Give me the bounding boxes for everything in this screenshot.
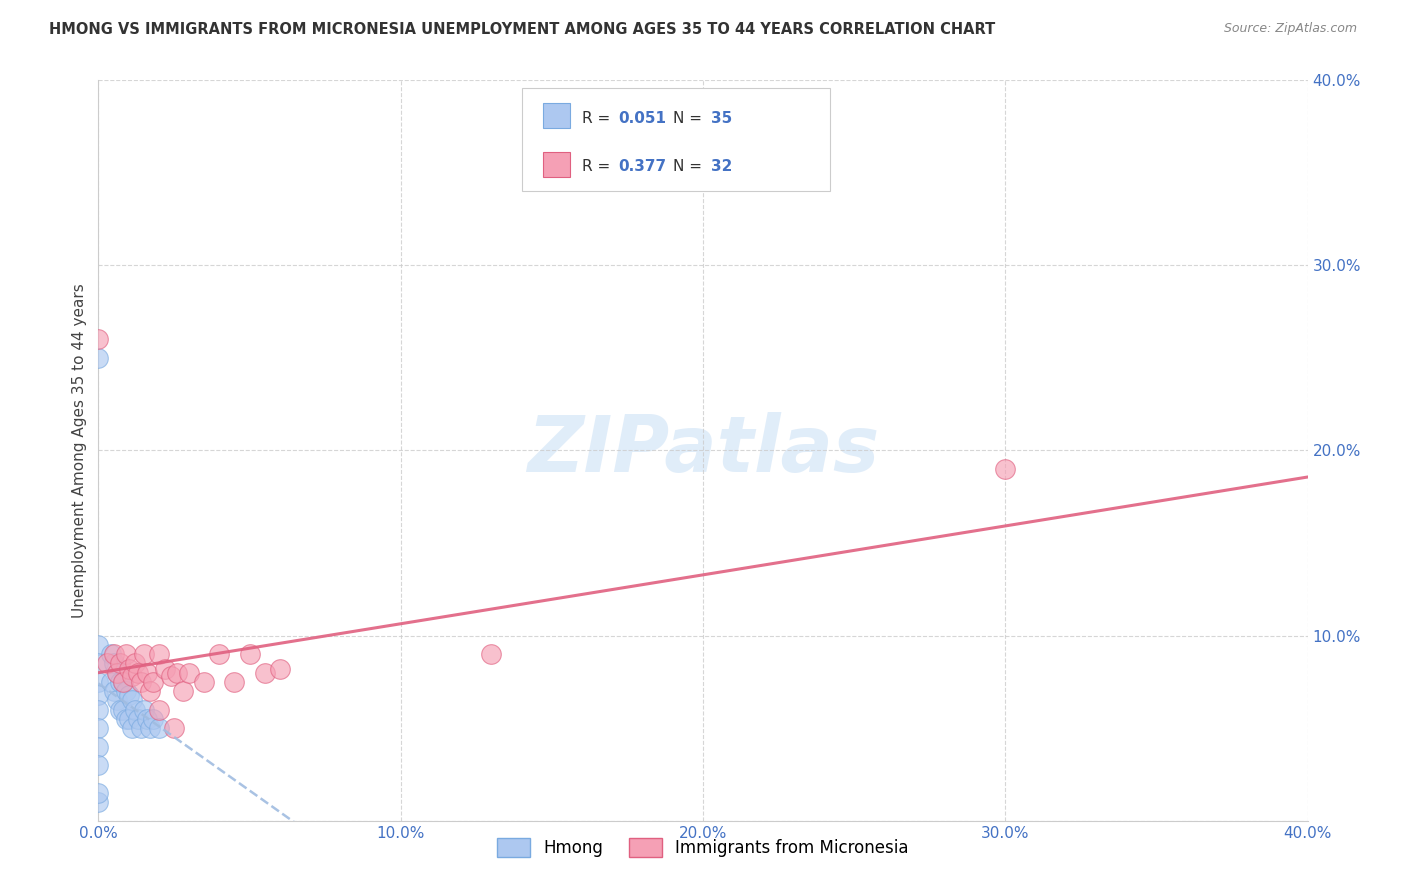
Point — [148, 703, 170, 717]
Point — [269, 662, 291, 676]
Text: 0.377: 0.377 — [619, 160, 666, 175]
Point — [994, 462, 1017, 476]
Point — [87, 332, 110, 346]
Text: R =: R = — [582, 160, 616, 175]
Point — [160, 669, 183, 683]
Point — [87, 674, 110, 689]
Point — [103, 657, 125, 671]
Point — [129, 721, 152, 735]
Point — [114, 684, 136, 698]
Point — [105, 665, 128, 680]
Point — [129, 674, 152, 689]
Point — [172, 684, 194, 698]
Point — [87, 786, 110, 800]
Point — [87, 739, 110, 754]
Point — [224, 674, 246, 689]
Point — [105, 665, 128, 680]
Text: 35: 35 — [711, 111, 733, 126]
Point — [121, 693, 143, 707]
Point — [103, 647, 125, 661]
Point — [87, 351, 110, 365]
Point — [166, 665, 188, 680]
Point — [87, 638, 110, 652]
Point — [111, 703, 134, 717]
Text: R =: R = — [582, 111, 616, 126]
Point — [124, 657, 146, 671]
Point — [114, 647, 136, 661]
FancyBboxPatch shape — [543, 152, 569, 178]
Point — [87, 703, 110, 717]
Text: N =: N = — [672, 160, 707, 175]
Point — [87, 758, 110, 772]
Point — [135, 665, 157, 680]
Point — [148, 647, 170, 661]
Point — [132, 703, 155, 717]
Point — [127, 665, 149, 680]
Point — [148, 721, 170, 735]
Point — [87, 688, 110, 702]
Point — [118, 662, 141, 676]
Point — [163, 721, 186, 735]
Point — [111, 674, 134, 689]
Point — [127, 712, 149, 726]
Point — [253, 665, 276, 680]
Point — [87, 657, 110, 671]
Point — [121, 721, 143, 735]
Point — [208, 647, 231, 661]
Point — [103, 684, 125, 698]
Point — [111, 674, 134, 689]
Text: 32: 32 — [711, 160, 733, 175]
Point — [108, 703, 131, 717]
Text: 0.051: 0.051 — [619, 111, 666, 126]
Point — [142, 712, 165, 726]
Point — [108, 657, 131, 671]
Text: Source: ZipAtlas.com: Source: ZipAtlas.com — [1223, 22, 1357, 36]
Point — [142, 674, 165, 689]
Point — [139, 721, 162, 735]
Point — [124, 703, 146, 717]
Point — [132, 647, 155, 661]
Point — [100, 647, 122, 661]
Point — [87, 795, 110, 809]
Point — [108, 674, 131, 689]
Point — [118, 688, 141, 702]
Point — [114, 712, 136, 726]
Point — [179, 665, 201, 680]
Point — [87, 721, 110, 735]
Legend: Hmong, Immigrants from Micronesia: Hmong, Immigrants from Micronesia — [491, 831, 915, 864]
Point — [121, 669, 143, 683]
Point — [139, 684, 162, 698]
Point — [193, 674, 215, 689]
Text: HMONG VS IMMIGRANTS FROM MICRONESIA UNEMPLOYMENT AMONG AGES 35 TO 44 YEARS CORRE: HMONG VS IMMIGRANTS FROM MICRONESIA UNEM… — [49, 22, 995, 37]
Point — [96, 657, 118, 671]
Text: N =: N = — [672, 111, 707, 126]
FancyBboxPatch shape — [522, 87, 830, 191]
Point — [239, 647, 262, 661]
Point — [135, 712, 157, 726]
Point — [481, 647, 503, 661]
Point — [153, 662, 176, 676]
Point — [105, 693, 128, 707]
FancyBboxPatch shape — [543, 103, 569, 128]
Point — [100, 674, 122, 689]
Y-axis label: Unemployment Among Ages 35 to 44 years: Unemployment Among Ages 35 to 44 years — [72, 283, 87, 618]
Text: ZIPatlas: ZIPatlas — [527, 412, 879, 489]
Point — [118, 712, 141, 726]
